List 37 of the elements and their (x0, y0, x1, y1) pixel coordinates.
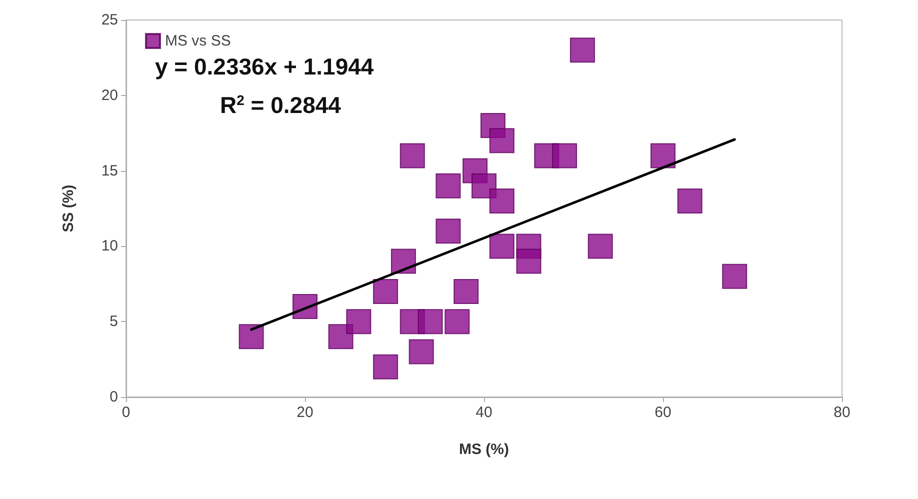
x-tick-label: 0 (122, 404, 130, 421)
y-tick-label: 0 (110, 388, 118, 406)
x-tick-label: 80 (834, 404, 850, 421)
y-tick-label: 20 (101, 86, 118, 104)
point (677, 188, 702, 214)
point (454, 278, 479, 304)
point (552, 143, 578, 168)
point (570, 38, 595, 63)
point (588, 234, 613, 259)
point (436, 218, 461, 244)
y-tick-label: 5 (110, 313, 118, 330)
point (489, 128, 514, 154)
point (373, 278, 398, 304)
annotation: y = 0.2336x + 1.1944 (155, 54, 374, 80)
point (238, 324, 264, 350)
point (346, 309, 372, 334)
x-tick-label: 20 (296, 404, 314, 421)
point (444, 309, 470, 334)
point (722, 264, 748, 289)
point (400, 143, 425, 168)
point (418, 309, 443, 334)
legend-label: MS vs SS (165, 32, 231, 50)
x-tick-label: 60 (654, 404, 672, 421)
point (516, 248, 542, 274)
point (489, 188, 514, 214)
x-tick-label: 40 (476, 404, 492, 421)
point (436, 173, 461, 198)
point (489, 234, 514, 259)
x-axis-title: MS (%) (459, 441, 509, 458)
y-tick-label: 25 (101, 12, 118, 28)
point (373, 354, 398, 380)
y-tick-label: 10 (101, 238, 118, 255)
point (408, 339, 434, 364)
y-tick-label: 15 (101, 162, 118, 180)
point (650, 143, 676, 168)
point (390, 248, 416, 274)
y-axis-title: SS (%) (60, 184, 77, 232)
